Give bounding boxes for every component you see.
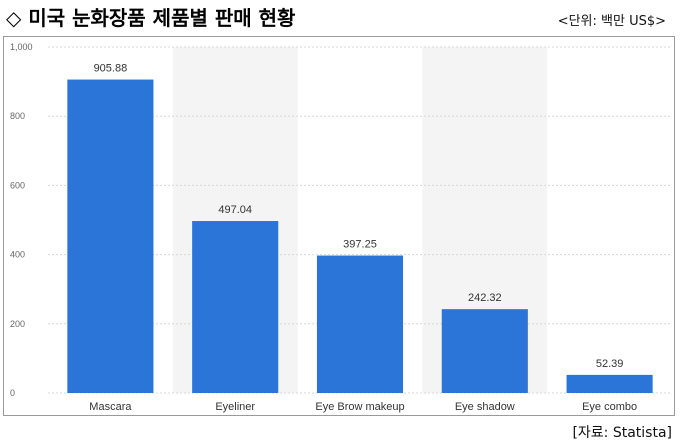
y-tick-label: 200 — [10, 319, 25, 329]
x-tick-label: Eye shadow — [455, 401, 515, 413]
bar — [67, 79, 154, 393]
data-label: 52.39 — [596, 358, 624, 370]
y-tick-label: 0 — [10, 388, 15, 398]
y-tick-label: 600 — [10, 180, 25, 190]
unit-label: <단위: 백만 US$> — [557, 14, 666, 29]
bar — [441, 309, 528, 393]
bar — [192, 221, 279, 393]
y-tick-label: 800 — [10, 111, 25, 121]
data-label: 397.25 — [343, 239, 377, 251]
x-tick-label: Eye Brow makeup — [315, 401, 404, 413]
data-label: 497.04 — [218, 204, 252, 216]
y-axis-ticks: 0 200 400 600 800 1,000 — [10, 42, 33, 398]
bar — [316, 255, 404, 393]
y-tick-label: 1,000 — [10, 42, 33, 52]
data-label: 905.88 — [94, 63, 128, 75]
page-title: ◇ 미국 눈화장품 제품별 판매 현황 — [6, 6, 296, 30]
x-axis-labels: Mascara Eyeliner Eye Brow makeup Eye shadow… — [89, 401, 637, 413]
bars — [67, 79, 653, 393]
source-note: [자료: Statista] — [572, 425, 672, 441]
x-tick-label: Eyeliner — [215, 401, 255, 413]
data-label: 242.32 — [468, 292, 502, 304]
data-labels: 905.88 497.04 397.25 242.32 52.39 — [94, 63, 624, 370]
bar-chart: 0 200 400 600 800 1,000 905.88 497.04 397.25 242… — [10, 42, 672, 413]
chart-frame: 0 200 400 600 800 1,000 905.88 497.04 397.25 242… — [3, 36, 675, 416]
y-tick-label: 400 — [10, 250, 25, 260]
x-tick-label: Mascara — [89, 401, 132, 413]
bar — [566, 374, 653, 393]
x-tick-label: Eye combo — [582, 401, 637, 413]
